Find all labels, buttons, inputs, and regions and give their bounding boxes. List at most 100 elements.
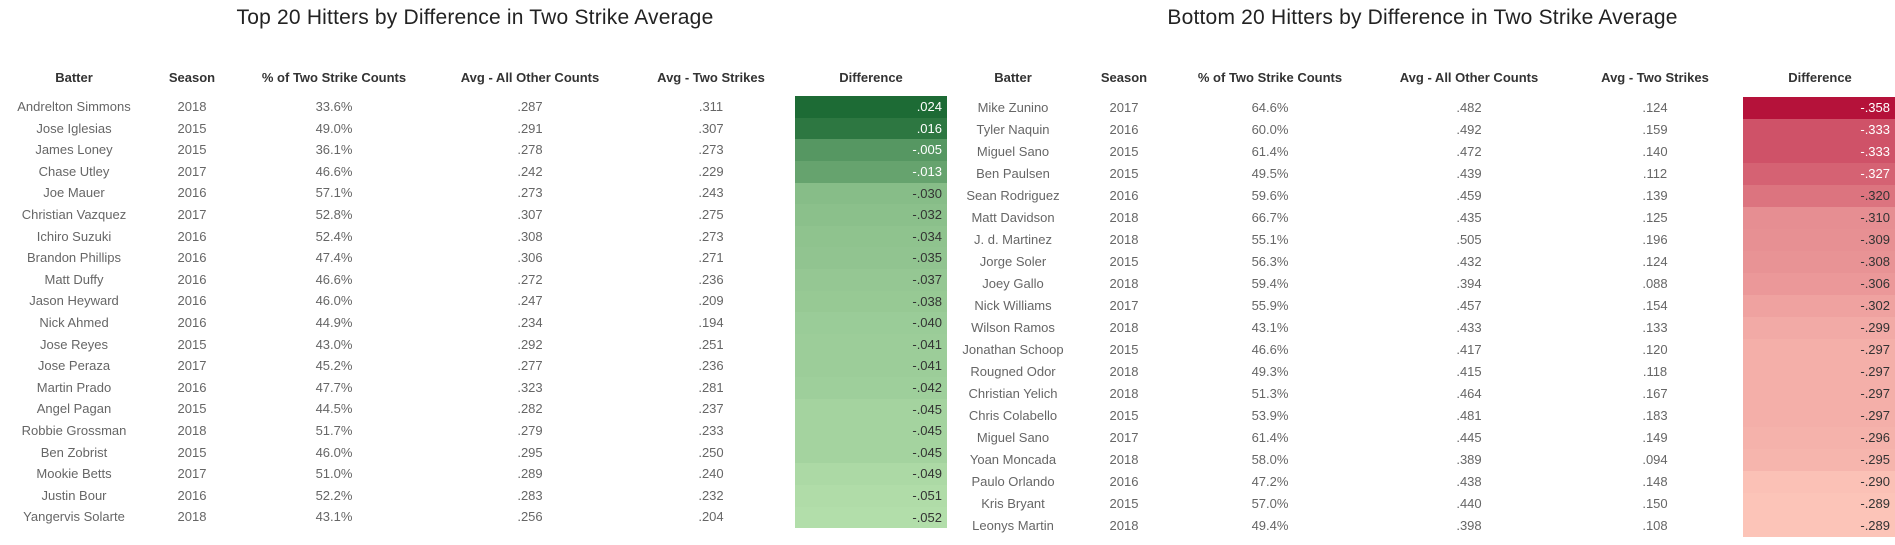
top-cell-avg-other: .247 — [517, 293, 543, 309]
top-cell-difference: -.049 — [795, 463, 947, 485]
bottom-cell-season: 2018 — [1109, 386, 1139, 401]
top-cell-difference: -.030 — [795, 182, 947, 205]
bottom-cell-batter: Joey Gallo — [982, 276, 1044, 291]
bottom-cell-avg-two-strike: .159 — [1642, 122, 1668, 137]
top-cell-batter: Ben Zobrist — [40, 444, 108, 460]
bottom-cell-pct-two-strike: 55.9% — [1251, 298, 1289, 313]
bottom-cell-pct-two-strike: 43.1% — [1251, 320, 1289, 335]
bottom-cell-difference: -.308 — [1743, 251, 1895, 273]
bottom-20-table-panel: Bottom 20 Hitters by Difference in Two S… — [950, 0, 1895, 545]
top-header-season: Season — [168, 70, 216, 85]
bottom-table-title: Bottom 20 Hitters by Difference in Two S… — [1167, 6, 1678, 29]
top-cell-season: 2015 — [177, 336, 207, 352]
bottom-header-batter: Batter — [994, 70, 1032, 85]
top-cell-season: 2016 — [177, 250, 207, 266]
bottom-cell-season: 2015 — [1109, 144, 1139, 159]
bottom-cell-pct-two-strike: 58.0% — [1251, 452, 1289, 467]
top-cell-season: 2016 — [177, 487, 207, 503]
top-cell-avg-other: .287 — [517, 99, 543, 114]
top-cell-pct-two-strike: 44.9% — [315, 315, 353, 330]
bottom-cell-difference: -.296 — [1743, 427, 1895, 449]
top-cell-avg-two-strike: .307 — [698, 120, 724, 136]
top-cell-batter: Martin Prado — [36, 379, 112, 395]
top-cell-season: 2016 — [177, 228, 207, 244]
bottom-cell-avg-two-strike: .133 — [1642, 320, 1668, 335]
top-header-pct-two-strike: % of Two Strike Counts — [261, 70, 407, 85]
top-20-table-panel: Top 20 Hitters by Difference in Two Stri… — [17, 6, 947, 529]
bottom-header-avg-two-strike: Avg - Two Strikes — [1601, 70, 1709, 85]
bottom-cell-avg-other: .432 — [1456, 254, 1482, 269]
bottom-cell-avg-other: .389 — [1456, 452, 1482, 467]
bottom-cell-season: 2018 — [1109, 232, 1139, 247]
top-cell-season: 2016 — [177, 315, 207, 330]
top-cell-avg-two-strike: .229 — [698, 163, 724, 179]
top-cell-avg-two-strike: .209 — [698, 293, 724, 309]
top-cell-season: 2018 — [177, 99, 207, 114]
bottom-cell-avg-other: .417 — [1456, 342, 1482, 357]
bottom-cell-difference: -.306 — [1743, 273, 1895, 295]
bottom-cell-avg-two-strike: .140 — [1642, 144, 1668, 159]
top-cell-pct-two-strike: 46.6% — [315, 271, 353, 287]
top-cell-difference: -.045 — [795, 420, 947, 442]
top-cell-batter: Joe Mauer — [43, 185, 105, 201]
bottom-cell-pct-two-strike: 51.3% — [1251, 386, 1289, 401]
bottom-cell-difference: -.290 — [1743, 471, 1895, 493]
top-cell-difference: -.052 — [795, 506, 947, 529]
top-cell-batter: Matt Duffy — [44, 271, 104, 287]
bottom-cell-batter: Miguel Sano — [976, 144, 1050, 159]
top-cell-difference: -.037 — [795, 269, 947, 291]
top-table-title: Top 20 Hitters by Difference in Two Stri… — [236, 6, 714, 29]
bottom-cell-avg-two-strike: .183 — [1642, 408, 1668, 423]
top-header-avg-two-strike: Avg - Two Strikes — [657, 70, 765, 85]
bottom-cell-difference: -.297 — [1743, 405, 1895, 427]
bottom-cell-avg-other: .438 — [1456, 474, 1482, 489]
top-cell-difference: -.038 — [795, 290, 947, 313]
bottom-cell-batter: Yoan Moncada — [969, 452, 1057, 467]
bottom-cell-avg-two-strike: .112 — [1642, 166, 1668, 181]
top-cell-difference: -.034 — [795, 225, 947, 248]
bottom-cell-batter: Jonathan Schoop — [962, 342, 1064, 357]
top-cell-difference: -.040 — [795, 312, 947, 334]
top-cell-batter: Jose Reyes — [40, 336, 108, 352]
bottom-cell-batter: Ben Paulsen — [976, 166, 1050, 181]
bottom-cell-avg-two-strike: .094 — [1642, 452, 1668, 467]
bottom-cell-avg-two-strike: .118 — [1642, 364, 1668, 379]
bottom-cell-avg-other: .457 — [1456, 298, 1482, 313]
bottom-cell-season: 2016 — [1109, 122, 1139, 137]
top-cell-avg-two-strike: .236 — [698, 358, 724, 374]
top-cell-pct-two-strike: 46.6% — [315, 163, 353, 179]
top-cell-pct-two-strike: 51.0% — [315, 466, 353, 482]
top-cell-season: 2015 — [177, 444, 207, 460]
top-cell-avg-two-strike: .194 — [698, 315, 724, 330]
top-cell-batter: Justin Bour — [41, 487, 107, 503]
top-cell-season: 2015 — [177, 120, 207, 136]
bottom-cell-avg-two-strike: .139 — [1642, 188, 1668, 203]
bottom-cell-season: 2016 — [1109, 188, 1139, 203]
top-cell-season: 2018 — [177, 509, 207, 525]
top-cell-avg-other: .256 — [517, 509, 543, 525]
top-cell-avg-other: .308 — [517, 228, 543, 244]
top-cell-avg-other: .292 — [517, 336, 543, 352]
bottom-cell-difference: -.358 — [1743, 97, 1895, 119]
bottom-cell-pct-two-strike: 66.7% — [1251, 210, 1289, 225]
top-cell-avg-other: .272 — [517, 271, 543, 287]
top-cell-batter: Nick Ahmed — [39, 315, 109, 330]
top-cell-avg-other: .295 — [517, 444, 543, 460]
bottom-cell-difference: -.295 — [1743, 449, 1895, 471]
bottom-cell-pct-two-strike: 46.6% — [1251, 342, 1289, 357]
bottom-cell-season: 2015 — [1109, 496, 1139, 511]
top-cell-difference: .016 — [795, 117, 947, 140]
top-cell-pct-two-strike: 52.8% — [315, 207, 353, 222]
top-cell-batter: Ichiro Suzuki — [36, 228, 112, 244]
bottom-cell-batter: Jorge Soler — [979, 254, 1047, 269]
bottom-cell-avg-other: .415 — [1456, 364, 1482, 379]
top-cell-pct-two-strike: 51.7% — [315, 423, 353, 438]
top-cell-difference: -.042 — [795, 377, 947, 399]
bottom-cell-batter: Matt Davidson — [971, 210, 1055, 225]
top-cell-difference: -.045 — [795, 398, 947, 421]
bottom-cell-avg-other: .433 — [1456, 320, 1482, 335]
bottom-cell-pct-two-strike: 60.0% — [1251, 122, 1289, 137]
bottom-header-pct-two-strike: % of Two Strike Counts — [1197, 70, 1343, 85]
bottom-cell-difference: -.320 — [1743, 185, 1895, 207]
bottom-cell-difference: -.302 — [1743, 295, 1895, 317]
